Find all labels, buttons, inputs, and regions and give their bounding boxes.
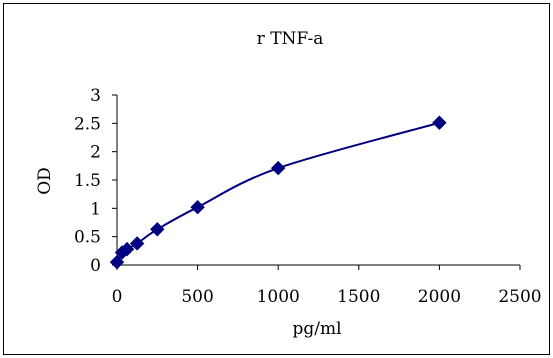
x-tick-label: 500 <box>181 287 213 307</box>
y-tick-label: 1 <box>90 199 101 219</box>
y-axis-label: OD <box>35 167 55 195</box>
data-point-marker <box>432 115 447 130</box>
x-ticks: 0 500 1000 1500 2000 2500 <box>112 265 542 307</box>
data-point-marker <box>129 236 145 251</box>
y-tick-label: 3 <box>90 86 101 106</box>
data-points <box>109 115 447 270</box>
y-tick-label: 1.5 <box>74 171 101 191</box>
y-tick-label: 0 <box>90 256 101 276</box>
y-tick-label: 0.5 <box>74 228 101 248</box>
x-tick-label: 2500 <box>498 287 541 307</box>
data-point-marker <box>150 222 165 237</box>
y-tick-label: 2.5 <box>74 114 101 134</box>
data-point-marker <box>270 160 286 176</box>
x-tick-label: 2000 <box>418 287 461 307</box>
y-ticks: 0 0.5 1 1.5 2 2.5 3 <box>74 86 117 276</box>
data-point-marker <box>119 241 135 257</box>
x-tick-label: 0 <box>112 287 123 307</box>
data-point-marker <box>190 199 205 215</box>
data-point-marker <box>109 254 125 270</box>
chart-frame <box>3 3 550 355</box>
chart-title: r TNF-a <box>257 29 324 49</box>
x-tick-label: 1000 <box>257 287 300 307</box>
y-tick-label: 2 <box>90 143 101 163</box>
x-tick-label: 1500 <box>337 287 380 307</box>
x-axis-label: pg/ml <box>292 319 341 339</box>
